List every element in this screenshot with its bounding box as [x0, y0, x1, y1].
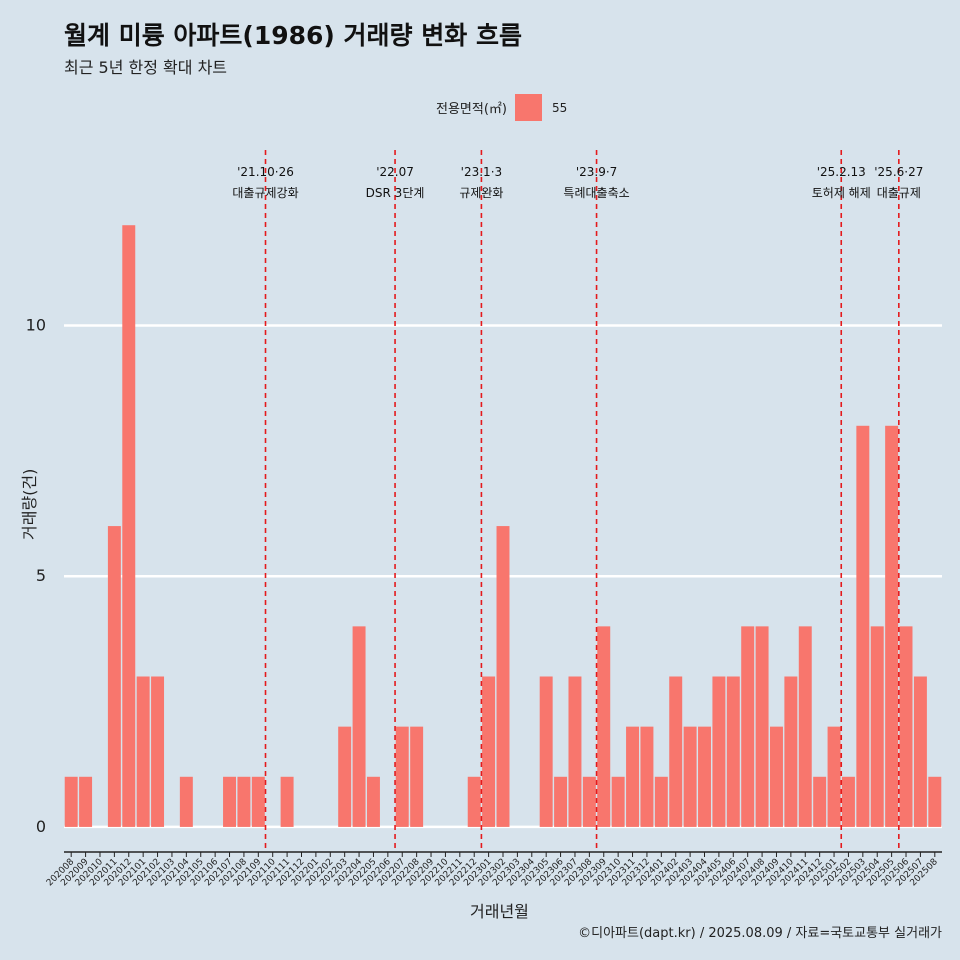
event-date-label: '23.1·3 — [461, 165, 502, 179]
bar — [769, 726, 783, 827]
bar — [669, 676, 683, 827]
bar — [539, 676, 553, 827]
bar — [223, 776, 237, 827]
bar — [64, 776, 78, 827]
y-tick-label: 5 — [36, 566, 46, 585]
event-label: 대출규제강화 — [232, 186, 298, 200]
bar — [856, 425, 870, 827]
bar — [251, 776, 265, 827]
bar — [698, 726, 711, 827]
bar — [597, 626, 611, 827]
bar — [136, 676, 150, 827]
bar — [640, 726, 654, 827]
event-label: 토허제 해제 — [812, 186, 871, 200]
event-label: 특례대출축소 — [563, 186, 629, 200]
bar — [568, 676, 582, 827]
event-date-label: '21.10·26 — [237, 165, 294, 179]
bar — [352, 626, 366, 827]
bar — [79, 776, 93, 827]
event-label: DSR 3단계 — [366, 186, 425, 200]
bar — [654, 776, 668, 827]
x-axis-title: 거래년월 — [470, 902, 529, 921]
bar — [841, 776, 855, 827]
bar — [928, 776, 942, 827]
bar — [885, 425, 899, 827]
bar — [611, 776, 625, 827]
bar — [870, 626, 884, 827]
legend-swatch — [514, 94, 542, 121]
bar — [683, 726, 697, 827]
bar — [338, 726, 352, 827]
bar — [813, 776, 827, 827]
bar — [151, 676, 165, 827]
chart-subtitle: 최근 5년 한정 확대 차트 — [64, 58, 228, 77]
bar — [913, 676, 927, 827]
bar — [582, 776, 596, 827]
bar — [366, 776, 380, 827]
event-date-label: '23.9·7 — [576, 165, 617, 179]
event-date-label: '25.2.13 — [817, 165, 866, 179]
bar — [726, 676, 740, 827]
bar — [827, 726, 841, 827]
event-date-label: '22.07 — [376, 165, 414, 179]
source-caption: ©디아파트(dapt.kr) / 2025.08.09 / 자료=국토교통부 실… — [578, 926, 942, 941]
chart-title: 월계 미륭 아파트(1986) 거래량 변화 흐름 — [64, 21, 522, 50]
bar — [899, 626, 913, 827]
legend-label: 55 — [551, 100, 568, 115]
bar — [122, 225, 136, 827]
event-label: 대출규제 — [877, 186, 921, 200]
bar — [179, 776, 193, 827]
bar — [712, 676, 726, 827]
bar — [107, 526, 121, 827]
event-label: 규제완화 — [459, 186, 503, 200]
y-tick-label: 10 — [26, 316, 46, 335]
legend-title: 전용면적(㎡) — [436, 102, 507, 117]
bar — [784, 676, 798, 827]
bar — [755, 626, 769, 827]
bar — [554, 776, 568, 827]
bar — [395, 726, 409, 827]
bar — [280, 776, 294, 827]
bar — [496, 526, 510, 827]
event-date-label: '25.6·27 — [874, 165, 923, 179]
bar — [482, 676, 496, 827]
bar — [626, 726, 640, 827]
bar — [798, 626, 812, 827]
bar — [410, 726, 424, 827]
y-tick-label: 0 — [36, 817, 46, 836]
y-axis-title: 거래량(건) — [20, 468, 39, 540]
bar — [237, 776, 251, 827]
bar — [741, 626, 755, 827]
legend: 전용면적(㎡) 55 — [436, 94, 567, 121]
bar — [467, 776, 481, 827]
